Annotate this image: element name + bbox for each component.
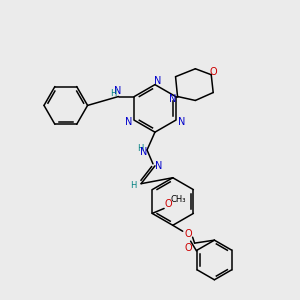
Text: N: N — [178, 117, 185, 127]
Text: N: N — [154, 76, 162, 85]
Text: N: N — [140, 147, 148, 157]
Text: O: O — [185, 243, 193, 253]
Text: O: O — [185, 229, 193, 239]
Text: O: O — [209, 67, 217, 77]
Text: CH₃: CH₃ — [170, 195, 186, 204]
Text: N: N — [114, 85, 121, 96]
Text: H: H — [130, 181, 136, 190]
Text: N: N — [155, 161, 163, 171]
Text: N: N — [125, 117, 132, 127]
Text: N: N — [169, 94, 176, 104]
Text: O: O — [164, 200, 172, 209]
Text: H: H — [137, 143, 143, 152]
Text: H: H — [110, 89, 117, 98]
